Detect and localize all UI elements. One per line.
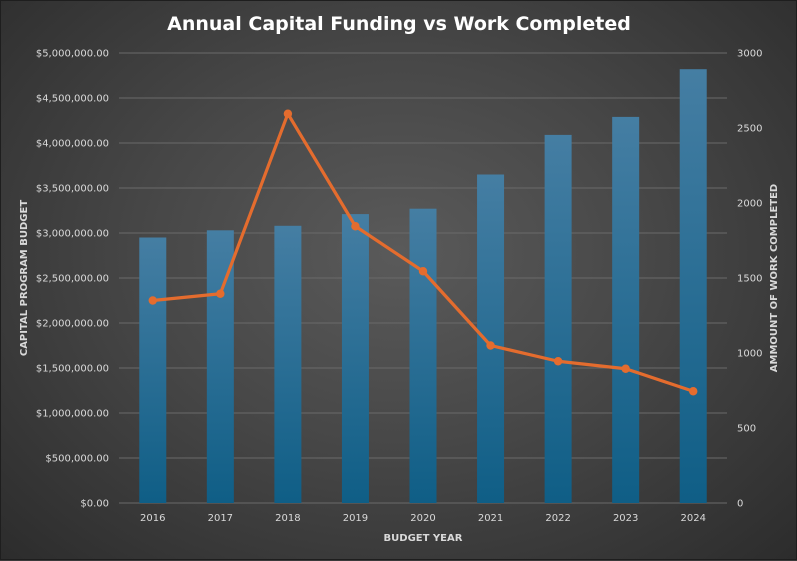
x-axis-title: BUDGET YEAR bbox=[384, 533, 463, 544]
x-tick-label: 2024 bbox=[680, 513, 705, 524]
line-point bbox=[553, 357, 563, 366]
bar bbox=[206, 230, 234, 504]
y2-tick-label: 1000 bbox=[737, 349, 762, 360]
bar bbox=[679, 69, 707, 503]
bar bbox=[612, 116, 640, 504]
line-series bbox=[148, 109, 698, 396]
bar bbox=[139, 237, 167, 503]
x-tick-label: 2017 bbox=[208, 513, 233, 524]
y-tick-label: $3,500,000.00 bbox=[36, 184, 109, 195]
y-tick-label: $2,000,000.00 bbox=[36, 319, 109, 330]
x-tick-label: 2020 bbox=[410, 513, 435, 524]
y-tick-label: $4,500,000.00 bbox=[36, 94, 109, 105]
x-tick-label: 2019 bbox=[343, 513, 368, 524]
line-point bbox=[148, 296, 157, 305]
y-tick-label: $500,000.00 bbox=[45, 454, 109, 465]
line-point bbox=[621, 364, 630, 373]
y-axis-title: CAPITAL PROGRAM BUDGET bbox=[19, 200, 30, 356]
y-tick-label: $0.00 bbox=[80, 499, 109, 510]
line-point bbox=[216, 289, 225, 298]
x-tick-label: 2022 bbox=[545, 513, 570, 524]
bar-series bbox=[139, 69, 707, 504]
x-tick-label: 2023 bbox=[613, 513, 638, 524]
bar bbox=[409, 208, 437, 503]
x-tick-label: 2016 bbox=[140, 513, 165, 524]
line-point bbox=[418, 267, 428, 276]
x-tick-label: 2018 bbox=[275, 513, 300, 524]
y-tick-label: $3,000,000.00 bbox=[36, 229, 109, 240]
bar bbox=[274, 225, 302, 504]
bar bbox=[544, 134, 572, 503]
y2-tick-label: 2000 bbox=[737, 199, 762, 210]
bar bbox=[341, 214, 369, 503]
y2-tick-label: 2500 bbox=[737, 124, 762, 135]
y-tick-label: $1,000,000.00 bbox=[36, 409, 109, 420]
y-tick-label: $5,000,000.00 bbox=[36, 49, 109, 60]
y2-axis-title: AMMOUNT OF WORK COMPLETED bbox=[769, 184, 780, 373]
y2-tick-label: 500 bbox=[737, 424, 756, 435]
line-point bbox=[486, 341, 495, 350]
y2-tick-label: 0 bbox=[737, 499, 743, 510]
chart-title: Annual Capital Funding vs Work Completed bbox=[167, 13, 631, 35]
left-axis-ticks: $0.00 $500,000.00 $1,000,000.00 $1,500,000.… bbox=[36, 49, 109, 510]
line-point bbox=[689, 387, 698, 396]
y2-tick-label: 3000 bbox=[737, 49, 762, 60]
x-axis-ticks: 2016 2017 2018 2019 2020 2021 2022 2023 2024 bbox=[140, 513, 706, 524]
line-point bbox=[351, 222, 360, 231]
y-tick-label: $2,500,000.00 bbox=[36, 274, 109, 285]
right-axis-ticks: 0 500 1000 1500 2000 2500 3000 bbox=[737, 49, 762, 510]
y-tick-label: $1,500,000.00 bbox=[36, 364, 109, 375]
bar bbox=[477, 174, 505, 503]
y-tick-label: $4,000,000.00 bbox=[36, 139, 109, 150]
x-tick-label: 2021 bbox=[478, 513, 503, 524]
y2-tick-label: 1500 bbox=[737, 274, 762, 285]
line-point bbox=[283, 109, 293, 118]
